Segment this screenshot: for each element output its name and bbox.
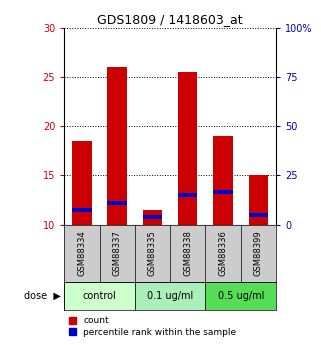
Legend: count, percentile rank within the sample: count, percentile rank within the sample — [69, 316, 236, 337]
Bar — [178, 193, 197, 197]
Text: 0.5 ug/ml: 0.5 ug/ml — [218, 291, 264, 301]
Bar — [178, 72, 197, 225]
Text: dose  ▶: dose ▶ — [24, 291, 61, 301]
Text: control: control — [82, 291, 117, 301]
Text: 0.1 ug/ml: 0.1 ug/ml — [147, 291, 193, 301]
Bar — [249, 176, 268, 225]
Text: GSM88336: GSM88336 — [219, 230, 228, 276]
Bar — [249, 213, 268, 217]
Text: GSM88335: GSM88335 — [148, 230, 157, 276]
Text: GSM88338: GSM88338 — [183, 230, 192, 276]
Bar — [108, 201, 127, 205]
Bar — [135, 282, 205, 311]
Text: GSM88337: GSM88337 — [113, 230, 122, 276]
Bar — [108, 67, 127, 225]
Bar — [72, 208, 91, 212]
Bar — [72, 141, 91, 225]
Text: GSM88399: GSM88399 — [254, 230, 263, 276]
Bar — [205, 282, 276, 311]
Text: GSM88334: GSM88334 — [77, 230, 86, 276]
Title: GDS1809 / 1418603_at: GDS1809 / 1418603_at — [97, 13, 243, 27]
Bar — [143, 215, 162, 219]
Bar — [213, 190, 233, 194]
Bar — [213, 136, 233, 225]
Bar — [143, 210, 162, 225]
Bar — [64, 282, 135, 311]
